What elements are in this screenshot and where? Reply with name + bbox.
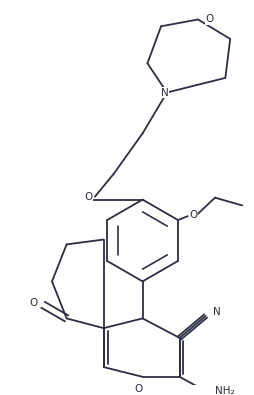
Text: O: O bbox=[206, 15, 214, 24]
Text: N: N bbox=[161, 88, 169, 98]
Text: NH₂: NH₂ bbox=[215, 386, 234, 395]
Text: O: O bbox=[189, 210, 198, 220]
Text: O: O bbox=[29, 298, 37, 308]
Text: O: O bbox=[135, 384, 143, 393]
Text: N: N bbox=[213, 307, 221, 317]
Text: O: O bbox=[84, 192, 92, 202]
